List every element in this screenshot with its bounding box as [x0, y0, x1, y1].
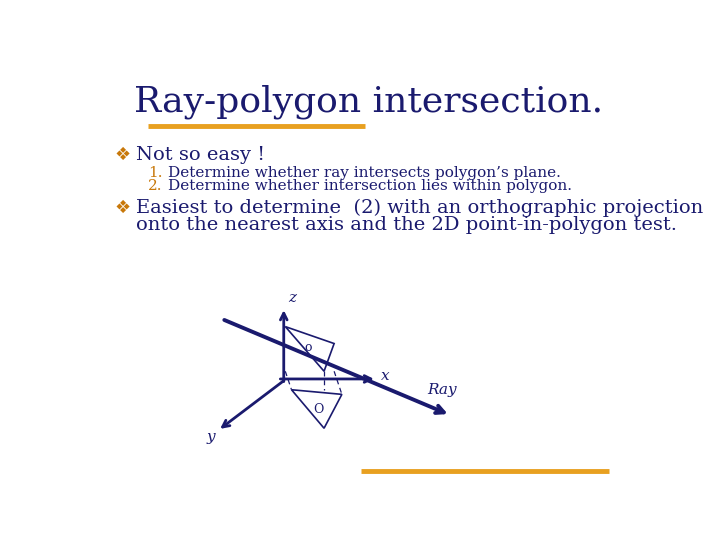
Text: onto the nearest axis and the 2D point-in-polygon test.: onto the nearest axis and the 2D point-i…: [137, 216, 678, 234]
Text: Ray: Ray: [427, 383, 456, 396]
Text: z: z: [289, 291, 297, 305]
Text: y: y: [206, 429, 215, 443]
Text: 2.: 2.: [148, 179, 163, 193]
Text: ❖: ❖: [114, 199, 130, 217]
Text: Determine whether ray intersects polygon’s plane.: Determine whether ray intersects polygon…: [168, 166, 560, 180]
Text: O: O: [313, 403, 324, 416]
Text: Easiest to determine  (2) with an orthographic projection: Easiest to determine (2) with an orthogr…: [137, 199, 703, 217]
Text: x: x: [382, 369, 390, 383]
Text: o: o: [305, 341, 312, 354]
Text: Ray-polygon intersection.: Ray-polygon intersection.: [135, 84, 603, 119]
Text: 1.: 1.: [148, 166, 163, 180]
Text: Determine whether intersection lies within polygon.: Determine whether intersection lies with…: [168, 179, 572, 193]
Text: ❖: ❖: [114, 146, 130, 164]
Text: Not so easy !: Not so easy !: [137, 146, 266, 164]
